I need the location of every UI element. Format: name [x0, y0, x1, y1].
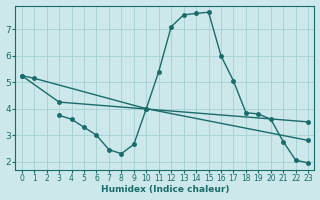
X-axis label: Humidex (Indice chaleur): Humidex (Indice chaleur): [101, 185, 229, 194]
